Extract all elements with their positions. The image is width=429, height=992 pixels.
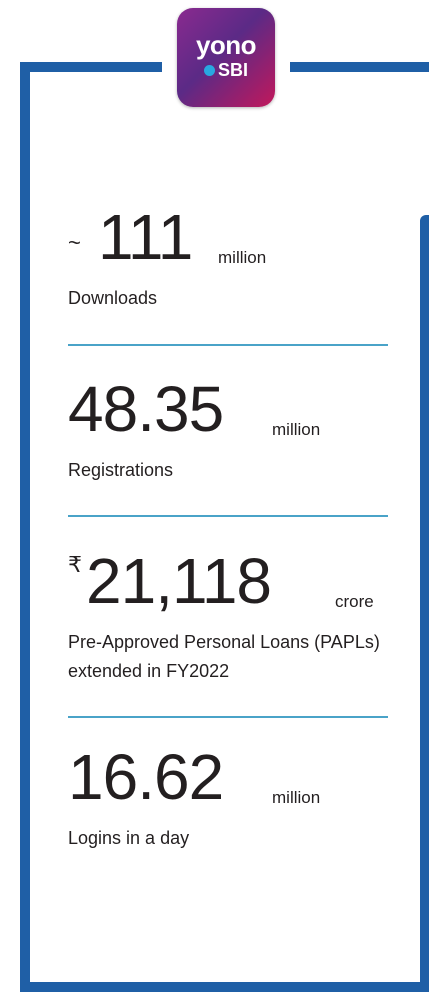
frame-bottom [20, 982, 429, 992]
stat-unit: million [272, 420, 321, 439]
stat-label: Registrations [68, 460, 174, 480]
stat-label: Logins in a day [68, 828, 190, 848]
stat-number: 16.62 [68, 741, 224, 813]
stat-number: 111 [98, 201, 193, 273]
logo-subtext: SBI [177, 60, 275, 81]
divider [68, 515, 388, 517]
stat-label: Pre-Approved Personal Loans (PAPLs) exte… [68, 632, 380, 681]
stat-prefix: ~ [68, 230, 81, 255]
stat-number: 48.35 [68, 373, 224, 445]
app-logo: yono SBI [177, 8, 275, 107]
stat-item: 16.62 million Logins in a day [68, 740, 398, 853]
sbi-icon [203, 65, 215, 76]
frame-left [20, 62, 30, 992]
stat-item: ~111 million Downloads [68, 200, 398, 313]
stat-value-row: 16.62 million [68, 740, 398, 813]
stat-prefix: ₹ [68, 552, 82, 577]
divider [68, 344, 388, 346]
stat-item: ₹21,118 crore Pre-Approved Personal Loans … [68, 544, 398, 686]
stat-unit: million [272, 788, 321, 807]
logo-text: yono [195, 30, 257, 60]
stat-value-row: ₹21,118 crore [68, 544, 398, 617]
frame-top-right [290, 62, 429, 72]
frame-right [420, 215, 429, 992]
stat-number: 21,118 [86, 545, 272, 617]
frame-top-left [20, 62, 162, 72]
stat-value-row: 48.35 million [68, 372, 398, 445]
stat-value-row: ~111 million [68, 200, 398, 273]
stat-unit: million [218, 248, 267, 267]
stat-label: Downloads [68, 288, 158, 308]
stat-item: 48.35 million Registrations [68, 372, 398, 485]
stat-unit: crore [335, 592, 374, 611]
divider [68, 716, 388, 718]
logo-sbi: SBI [217, 60, 248, 80]
